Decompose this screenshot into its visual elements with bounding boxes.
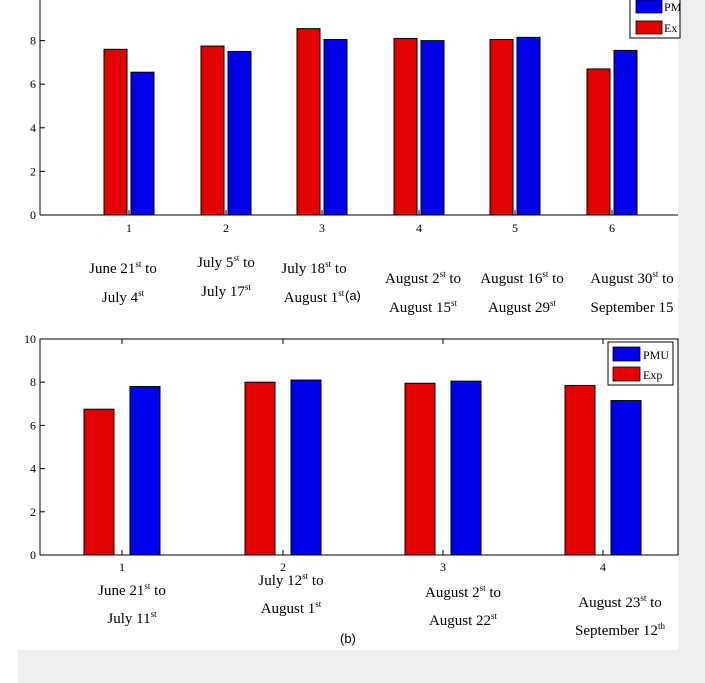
chart-a-xtick-label: 2 [223, 221, 229, 235]
chart-a-bar-pmu [130, 71, 155, 216]
chart-b-legend: PMU Exp [607, 341, 674, 386]
chart-a-ytick-label: 6 [30, 77, 36, 91]
chart-b-bar-pmu [610, 400, 642, 556]
chart-a-bar-pmu [613, 49, 638, 216]
chart-b-date-end: August 1st [261, 599, 322, 617]
chart-a-xtick-label: 6 [609, 221, 615, 235]
chart-a-bar-exp [586, 68, 611, 216]
chart-b-bar-pmu [450, 380, 482, 556]
page-margin-corner [0, 650, 18, 683]
chart-b-frame [39, 338, 679, 556]
chart-a-bar-pmu [323, 39, 348, 216]
chart-b-date-start: August 2st to [425, 583, 501, 601]
chart-a-ytick-label: 2 [30, 164, 36, 178]
chart-b-legend-exp-label: Exp [643, 368, 662, 382]
chart-a-bar-exp [296, 28, 321, 216]
chart-a-bar-pmu [516, 36, 541, 216]
chart-a-date-start: June 21st to [89, 259, 157, 277]
chart-a-date-start: August 30st to [590, 269, 674, 287]
page-margin-right [678, 0, 705, 683]
chart-b-xtick-label: 3 [440, 560, 446, 574]
chart-a-date-end: July 17st [201, 282, 251, 300]
chart-b-date-end: August 22st [429, 611, 498, 629]
chart-a-ytick-label: 0 [30, 208, 36, 222]
chart-a-date-start: August 2st to [385, 269, 461, 287]
chart-b-bar-exp [244, 381, 276, 556]
chart-a-bar-pmu [420, 40, 445, 216]
chart-b-xtick-label: 1 [119, 560, 125, 574]
chart-a-bar-exp [393, 37, 418, 216]
chart-a-caption: (a) [345, 288, 361, 303]
chart-a-bar-exp [489, 39, 514, 216]
chart-a-date-end: August 29st [488, 298, 557, 316]
chart-a-legend-exp-label: Ex [664, 21, 677, 35]
chart-b-xtick-label: 2 [280, 560, 286, 574]
chart-a-xtick-label: 4 [416, 221, 422, 235]
chart-a-xtick-label: 3 [319, 221, 325, 235]
chart-a-xtick-label: 1 [126, 221, 132, 235]
chart-b-xtick-label: 4 [600, 560, 606, 574]
chart-b-date-start: July 12st to [258, 571, 323, 589]
chart-a-legend: PM Ex [629, 0, 682, 39]
chart-a-date-start: July 18st to [281, 259, 346, 277]
chart-a-bar-exp [200, 45, 225, 216]
chart-b-ytick-label: 8 [30, 375, 36, 389]
chart-b-bar-pmu [129, 386, 161, 556]
chart-a-ytick-label: 8 [30, 34, 36, 48]
chart-b-ytick-label: 0 [30, 548, 36, 562]
chart-b-date-start: August 23st to [578, 593, 662, 611]
chart-b-ytick-label: 4 [30, 462, 36, 476]
chart-b-date-start: June 21st to [98, 581, 166, 599]
chart-b-date-end: July 11st [107, 609, 157, 627]
chart-b-caption: (b) [340, 631, 356, 646]
chart-a-bar-exp [103, 48, 128, 216]
page-margin-bottom [0, 650, 705, 683]
chart-b-bar-pmu [290, 379, 322, 556]
chart-b-bar-exp [564, 384, 596, 556]
chart-b-bar-exp [404, 382, 436, 556]
chart-a-date-end: September 15 [591, 300, 674, 316]
chart-b-ytick-label: 2 [30, 505, 36, 519]
chart-a-legend-pmu-swatch [635, 0, 663, 14]
chart-a-bar-pmu [227, 51, 252, 216]
chart-b-date-end: September 12th [575, 621, 665, 639]
chart-b-legend-pmu-swatch [612, 346, 641, 362]
chart-b-ytick-label: 10 [24, 332, 36, 346]
chart-a-legend-exp-swatch [635, 20, 663, 35]
chart-a-date-start: August 16st to [480, 269, 564, 287]
chart-b-ytick-label: 6 [30, 418, 36, 432]
chart-b-legend-exp-swatch [612, 366, 641, 382]
chart-a-date-end: August 1st [284, 288, 345, 306]
chart-a-date-end: August 15st [389, 298, 458, 316]
chart-a-xtick-label: 5 [512, 221, 518, 235]
chart-a: 0 2 4 6 8 1 2 3 4 5 6 June 21st to July 4st July 5s… [30, 0, 682, 316]
chart-a-ytick-label: 4 [30, 121, 36, 135]
chart-b-legend-pmu-label: PMU [643, 348, 669, 362]
chart-a-date-start: July 5st to [197, 253, 255, 271]
chart-b-bar-exp [83, 408, 115, 556]
chart-a-legend-pmu-label: PM [664, 0, 682, 14]
chart-a-date-end: July 4st [102, 288, 145, 306]
